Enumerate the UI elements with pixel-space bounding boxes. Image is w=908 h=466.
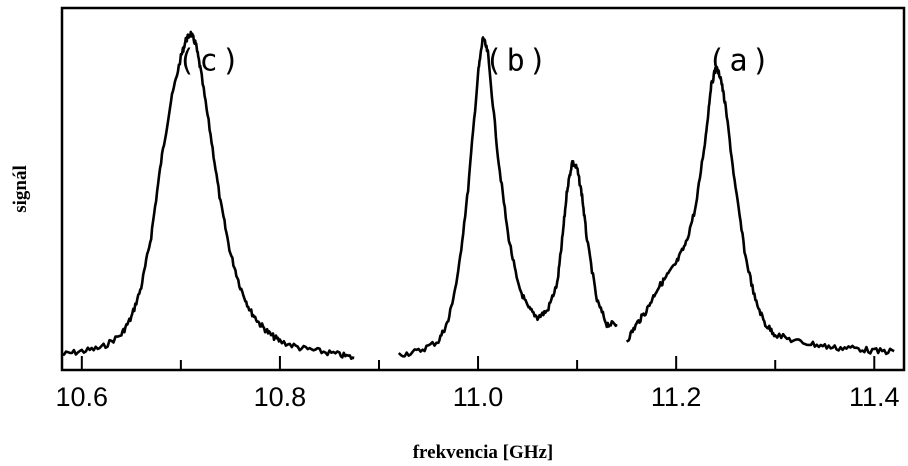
peak-annotation-0: (c) <box>177 44 243 79</box>
series-group <box>62 30 895 360</box>
x-tick-label-4: 11.4 <box>849 382 900 412</box>
x-axis-label: frekvencia [GHz] <box>413 442 554 463</box>
plot-frame <box>60 6 906 372</box>
x-tick-label-3: 11.2 <box>651 382 702 412</box>
peak-annotation-2: (a) <box>707 44 773 79</box>
x-ticks <box>80 356 876 370</box>
x-tick-label-1: 10.8 <box>254 382 307 412</box>
series-line-2 <box>625 65 895 356</box>
series-line-0 <box>62 30 355 360</box>
series-line-1 <box>397 36 618 358</box>
peak-annotation-1: (b) <box>485 44 551 79</box>
x-tick-labels: 10.6 10.8 11.0 11.2 11.4 <box>56 382 900 412</box>
x-tick-label-0: 10.6 <box>56 382 109 412</box>
annotations: (c) (b) (a) <box>177 44 773 79</box>
y-axis-label: signál <box>10 165 31 213</box>
x-tick-label-2: 11.0 <box>453 382 504 412</box>
